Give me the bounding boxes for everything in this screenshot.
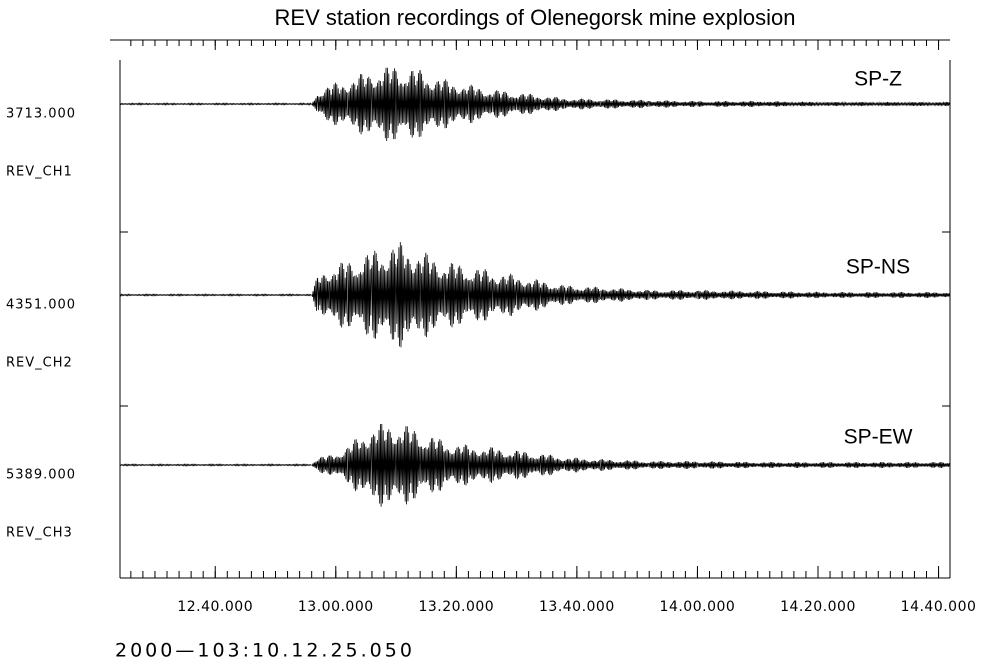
waveform-segment xyxy=(329,262,348,328)
channel-label: REV_CH1 xyxy=(6,165,73,180)
channel-label: REV_CH2 xyxy=(6,356,73,371)
x-tick-label: 12.40.000 xyxy=(177,599,253,615)
waveform-segment xyxy=(540,96,565,112)
trace-name: SP-Z xyxy=(854,68,902,91)
x-tick-label: 13.20.000 xyxy=(418,599,494,615)
waveform-segment xyxy=(347,74,372,135)
waveform-segment xyxy=(600,99,649,109)
waveform-segment xyxy=(311,461,318,469)
waveform-segment xyxy=(119,293,312,297)
waveform-segment xyxy=(564,98,601,110)
waveform-segment xyxy=(468,269,493,321)
waveform-segment xyxy=(395,242,421,348)
waveform-segment xyxy=(492,273,517,316)
waveform-segment xyxy=(329,82,348,125)
waveform-segment xyxy=(516,93,541,115)
x-tick-label: 14.00.000 xyxy=(660,599,736,615)
waveform-segment xyxy=(564,285,601,305)
waveform-segment xyxy=(468,447,493,483)
waveform-segment xyxy=(564,457,601,473)
waveform-segment xyxy=(317,455,330,475)
waveform-segment xyxy=(371,423,397,507)
waveform-segment xyxy=(443,79,469,129)
waveform-segment xyxy=(889,291,951,299)
waveform-segment xyxy=(757,461,831,469)
waveform-segment xyxy=(329,449,348,482)
waveform-segment xyxy=(648,290,698,300)
waveform-segment xyxy=(697,461,758,469)
x-tick-label: 13.00.000 xyxy=(298,599,374,615)
waveform-segment xyxy=(311,96,318,111)
waveform-segment xyxy=(516,450,541,480)
waveform-segment xyxy=(889,101,951,107)
waveform-segment xyxy=(119,463,312,467)
x-tick-label: 13.40.000 xyxy=(539,599,615,615)
trace-name: SP-EW xyxy=(844,426,913,449)
waveform-segment xyxy=(419,252,445,338)
amplitude-label: 4351.000 xyxy=(6,298,76,313)
waveform-segment xyxy=(697,101,758,108)
trace-name: SP-NS xyxy=(846,256,910,279)
waveform-segment xyxy=(443,444,469,486)
waveform-segment xyxy=(317,87,330,121)
waveform-segment xyxy=(311,278,318,311)
chart-title: REV station recordings of Olenegorsk min… xyxy=(275,5,796,30)
waveform-segment xyxy=(468,84,493,123)
waveform-segment xyxy=(443,263,469,328)
x-tick-label: 14.20.000 xyxy=(780,599,856,615)
waveform-segment xyxy=(347,438,372,492)
waveform-segment xyxy=(516,279,541,311)
waveform-segment xyxy=(119,102,312,106)
waveform-segment xyxy=(540,282,565,308)
waveform-segment xyxy=(829,292,891,298)
waveform-segment xyxy=(648,100,698,108)
waveform-segment xyxy=(829,101,891,107)
waveform-segment xyxy=(395,70,421,138)
amplitude-label: 3713.000 xyxy=(6,107,76,122)
waveform-segment xyxy=(395,426,421,505)
waveform-segment xyxy=(889,462,951,468)
waveform-segment xyxy=(600,459,649,471)
timestamp: 2000—103:10.12.25.050 xyxy=(115,640,415,662)
waveform-segment xyxy=(540,454,565,476)
waveform-segment xyxy=(371,249,397,340)
waveform-segment xyxy=(600,288,649,302)
waveform-segment xyxy=(371,67,397,142)
amplitude-label: 5389.000 xyxy=(6,468,76,483)
waveform-segment xyxy=(757,291,831,299)
waveform-segment xyxy=(492,447,517,481)
waveform-segment xyxy=(492,90,517,118)
x-tick-label: 14.40.000 xyxy=(901,599,977,615)
waveform-segment xyxy=(419,438,445,493)
waveform-segment xyxy=(697,290,758,300)
waveform-segment xyxy=(317,275,330,315)
waveform-segment xyxy=(648,460,698,470)
channel-label: REV_CH3 xyxy=(6,526,73,541)
waveform-segment xyxy=(419,70,445,137)
waveform-segment xyxy=(347,255,372,335)
waveform-segment xyxy=(757,101,831,107)
waveform-segment xyxy=(829,461,891,468)
